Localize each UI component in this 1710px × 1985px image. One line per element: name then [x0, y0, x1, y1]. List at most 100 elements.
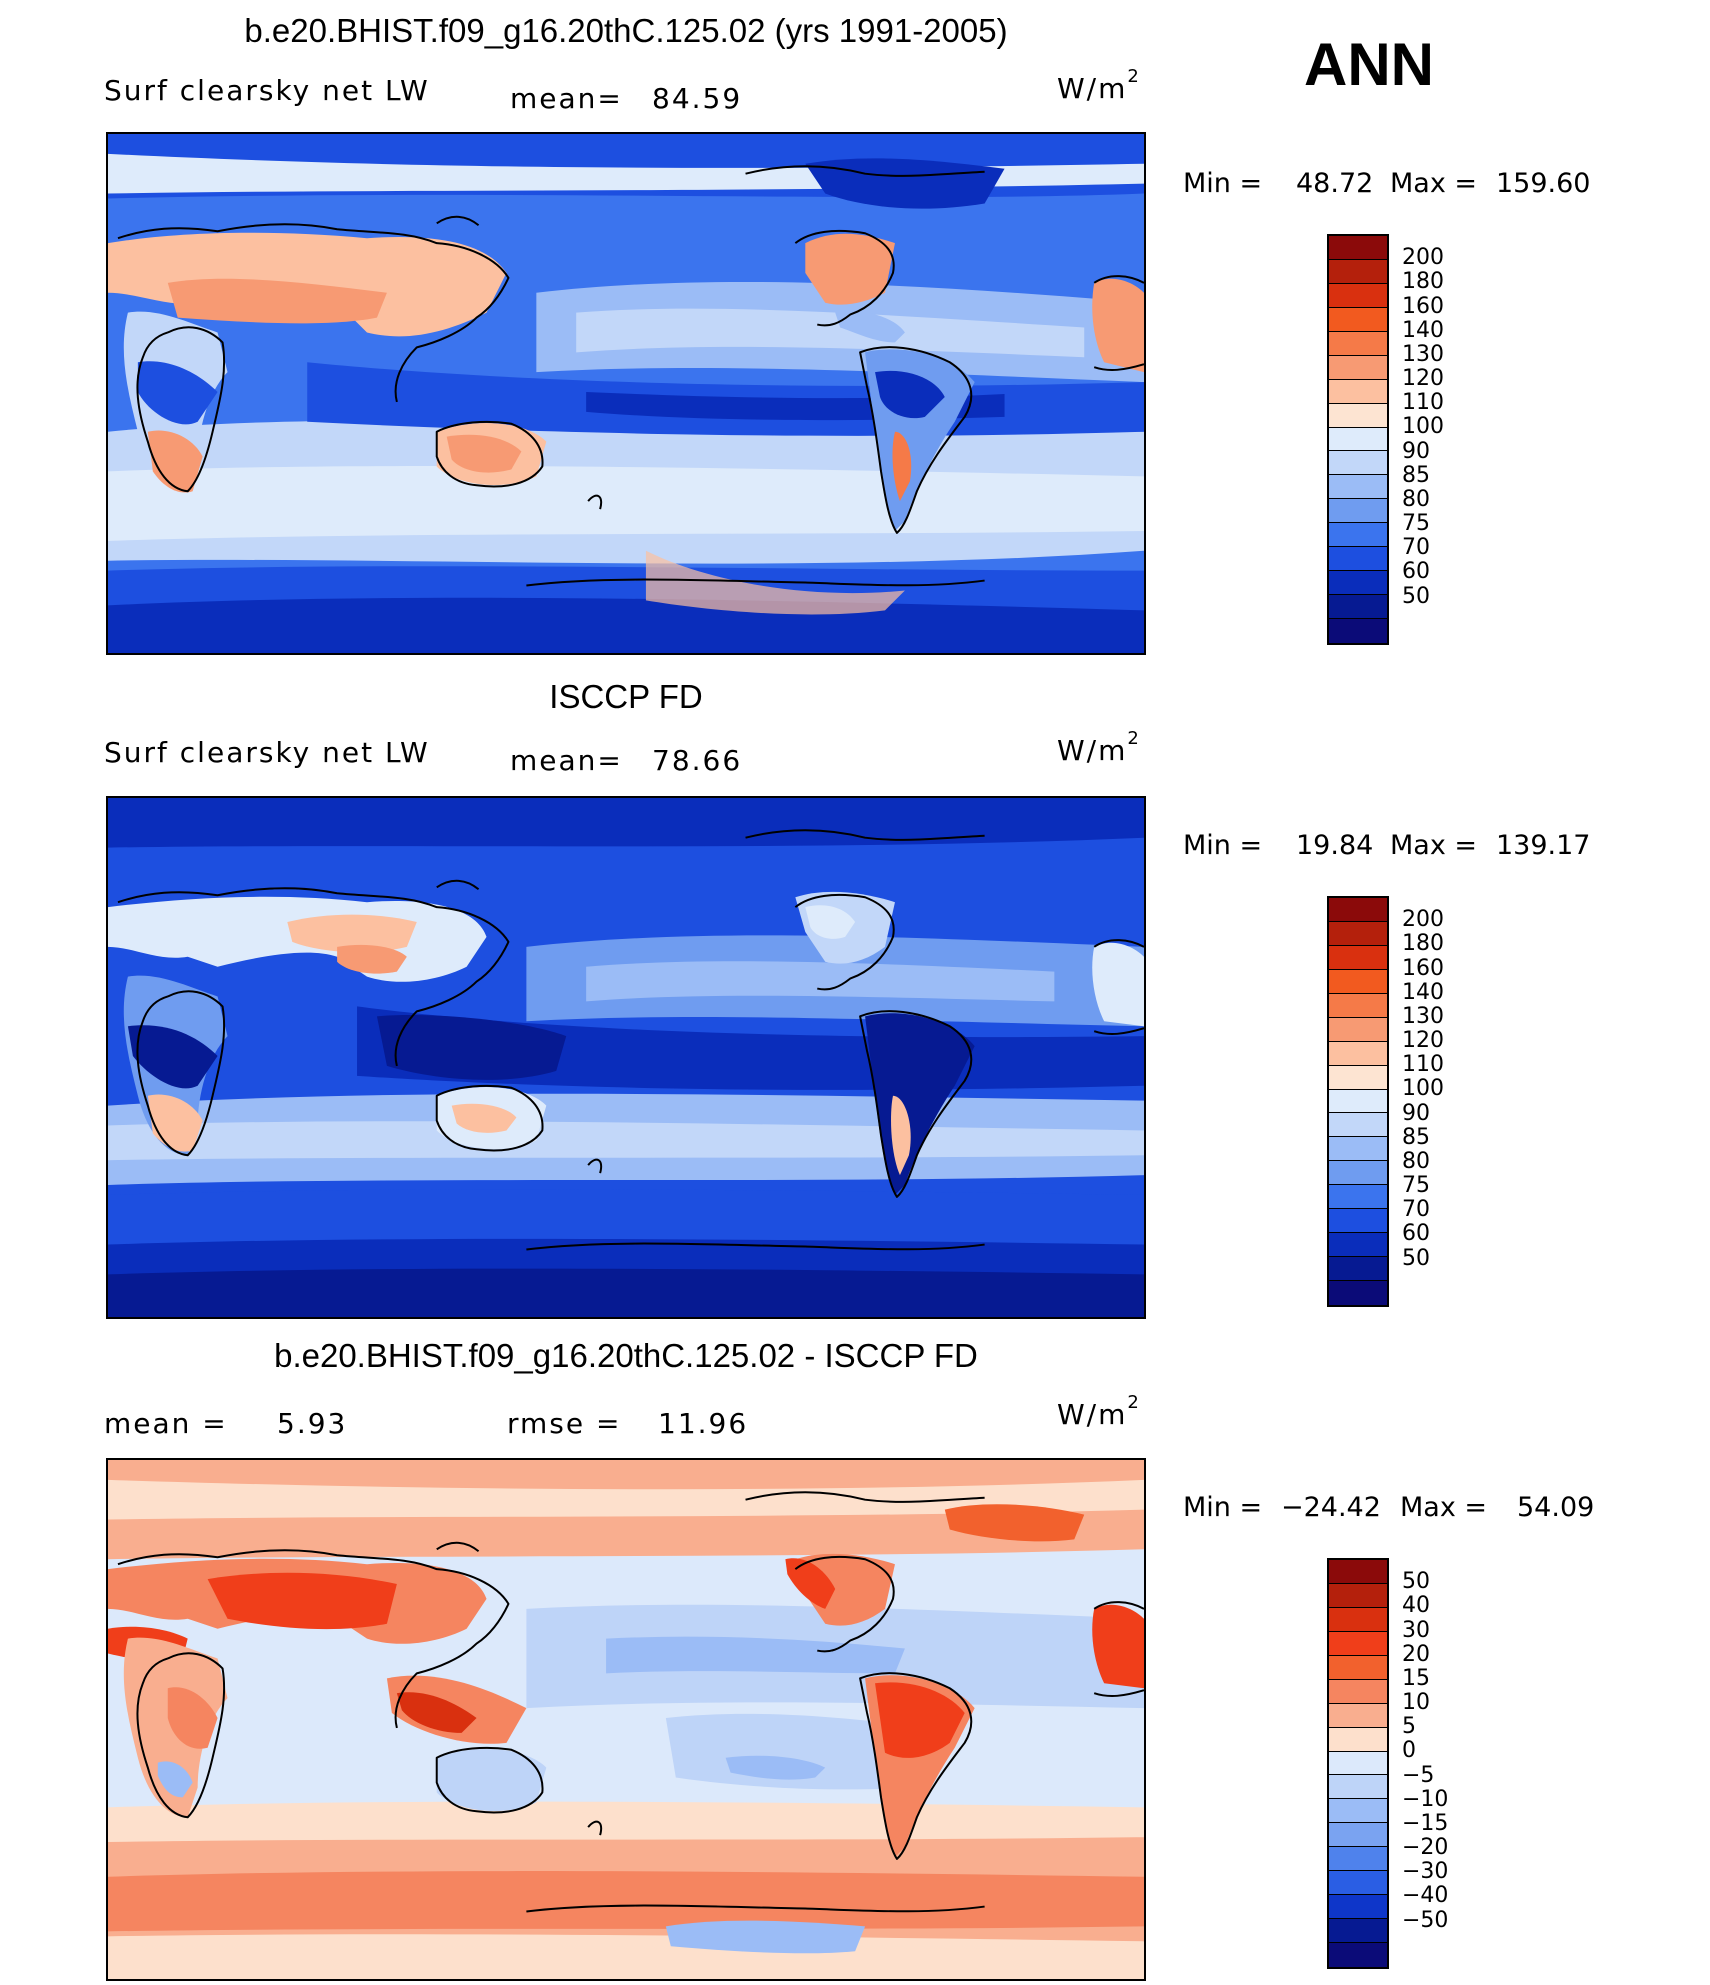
- panel1-map: [106, 132, 1146, 655]
- colorbar-swatch: [1329, 1799, 1387, 1824]
- colorbar-swatch: [1329, 945, 1387, 970]
- colorbar-swatch: [1329, 1943, 1387, 1967]
- panel3-map: [106, 1458, 1146, 1981]
- colorbar-tick-label: 85: [1402, 1124, 1430, 1150]
- panel2-min-value: 19.84: [1296, 830, 1374, 861]
- panel1-variable: Surf clearsky net LW: [104, 74, 430, 107]
- colorbar-tick-label: 15: [1402, 1665, 1430, 1691]
- colorbar-tick-label: 180: [1402, 269, 1444, 295]
- colorbar-tick-label: −50: [1402, 1907, 1449, 1933]
- panel2-mean-label: mean=: [510, 744, 623, 777]
- panel3-title: b.e20.BHIST.f09_g16.20thC.125.02 - ISCCP…: [274, 1337, 978, 1374]
- colorbar-swatch: [1329, 355, 1387, 380]
- colorbar-tick-label: 140: [1402, 317, 1444, 343]
- colorbar-swatch: [1329, 1895, 1387, 1920]
- colorbar-tick-label: 40: [1402, 1593, 1430, 1619]
- panel3-max-label: Max =: [1400, 1492, 1488, 1523]
- colorbar-tick-label: 30: [1402, 1617, 1430, 1643]
- colorbar-tick-label: −10: [1402, 1786, 1449, 1812]
- colorbar-tick-label: 200: [1402, 245, 1444, 271]
- panel1-max-label: Max =: [1390, 168, 1478, 199]
- colorbar-swatch: [1329, 969, 1387, 994]
- panel1-colorbar: [1327, 234, 1389, 645]
- colorbar-tick-label: −20: [1402, 1835, 1449, 1861]
- colorbar-tick-label: 70: [1402, 1197, 1430, 1223]
- colorbar-swatch: [1329, 1185, 1387, 1210]
- colorbar-swatch: [1329, 1751, 1387, 1776]
- colorbar-tick-label: 50: [1402, 583, 1430, 609]
- colorbar-swatch: [1329, 547, 1387, 572]
- season-label: ANN: [1304, 31, 1434, 98]
- colorbar-swatch: [1329, 1775, 1387, 1800]
- panel1-max-value: 159.60: [1496, 168, 1591, 199]
- colorbar-swatch: [1329, 379, 1387, 404]
- colorbar-swatch: [1329, 921, 1387, 946]
- panel3-mean-label: mean =: [104, 1407, 228, 1440]
- panel1-mean-label: mean=: [510, 82, 623, 115]
- panel2-map: [106, 796, 1146, 1319]
- panel3-rmse-value: 11.96: [658, 1407, 749, 1440]
- colorbar-swatch: [1329, 427, 1387, 452]
- colorbar-swatch: [1329, 1257, 1387, 1281]
- colorbar-tick-label: 90: [1402, 438, 1430, 464]
- colorbar-tick-label: 160: [1402, 293, 1444, 319]
- colorbar-swatch: [1329, 307, 1387, 332]
- panel3-max-value: 54.09: [1517, 1492, 1595, 1523]
- colorbar-swatch: [1329, 1233, 1387, 1258]
- panel2-mean-value: 78.66: [652, 744, 743, 777]
- colorbar-tick-label: 130: [1402, 341, 1444, 367]
- colorbar-swatch: [1329, 1041, 1387, 1066]
- colorbar-swatch: [1329, 595, 1387, 619]
- colorbar-tick-label: 160: [1402, 955, 1444, 981]
- colorbar-swatch: [1329, 1137, 1387, 1162]
- colorbar-swatch: [1329, 1871, 1387, 1896]
- colorbar-swatch: [1329, 1017, 1387, 1042]
- panel2-max-label: Max =: [1390, 830, 1478, 861]
- panel3-rmse-label: rmse =: [507, 1407, 622, 1440]
- panel3-colorbar: [1327, 1558, 1389, 1969]
- colorbar-swatch: [1329, 1209, 1387, 1234]
- colorbar-tick-label: 110: [1402, 390, 1444, 416]
- panel2-units: W/m2: [1057, 728, 1141, 767]
- colorbar-tick-label: 120: [1402, 366, 1444, 392]
- colorbar-tick-label: −30: [1402, 1859, 1449, 1885]
- colorbar-swatch: [1329, 403, 1387, 428]
- colorbar-swatch: [1329, 475, 1387, 500]
- colorbar-swatch: [1329, 331, 1387, 356]
- colorbar-tick-label: 20: [1402, 1641, 1430, 1667]
- colorbar-tick-label: 80: [1402, 486, 1430, 512]
- colorbar-swatch: [1329, 1607, 1387, 1632]
- colorbar-swatch: [1329, 259, 1387, 284]
- colorbar-tick-label: 50: [1402, 1569, 1430, 1595]
- colorbar-swatch: [1329, 993, 1387, 1018]
- colorbar-tick-label: 75: [1402, 1173, 1430, 1199]
- colorbar-tick-label: 110: [1402, 1052, 1444, 1078]
- colorbar-tick-label: 0: [1402, 1738, 1416, 1764]
- colorbar-swatch: [1329, 1281, 1387, 1305]
- panel2-colorbar: [1327, 896, 1389, 1307]
- panel3-min-label: Min =: [1183, 1492, 1263, 1523]
- colorbar-swatch: [1329, 1919, 1387, 1943]
- colorbar-tick-label: 50: [1402, 1245, 1430, 1271]
- colorbar-tick-label: 5: [1402, 1714, 1416, 1740]
- colorbar-tick-label: 70: [1402, 535, 1430, 561]
- colorbar-tick-label: 85: [1402, 462, 1430, 488]
- panel1-mean-value: 84.59: [652, 82, 743, 115]
- panel1-units: W/m2: [1057, 66, 1141, 105]
- colorbar-swatch: [1329, 283, 1387, 308]
- panel3-units: W/m2: [1057, 1392, 1141, 1431]
- colorbar-swatch: [1329, 1161, 1387, 1186]
- panel2-max-value: 139.17: [1496, 830, 1591, 861]
- colorbar-tick-label: −15: [1402, 1810, 1449, 1836]
- colorbar-tick-label: 80: [1402, 1148, 1430, 1174]
- colorbar-swatch: [1329, 236, 1387, 260]
- colorbar-tick-label: 100: [1402, 414, 1444, 440]
- colorbar-tick-label: 140: [1402, 979, 1444, 1005]
- colorbar-swatch: [1329, 1583, 1387, 1608]
- colorbar-swatch: [1329, 1113, 1387, 1138]
- colorbar-swatch: [1329, 523, 1387, 548]
- colorbar-swatch: [1329, 1727, 1387, 1752]
- colorbar-swatch: [1329, 499, 1387, 524]
- colorbar-swatch: [1329, 451, 1387, 476]
- panel1-title: b.e20.BHIST.f09_g16.20thC.125.02 (yrs 19…: [244, 12, 1008, 49]
